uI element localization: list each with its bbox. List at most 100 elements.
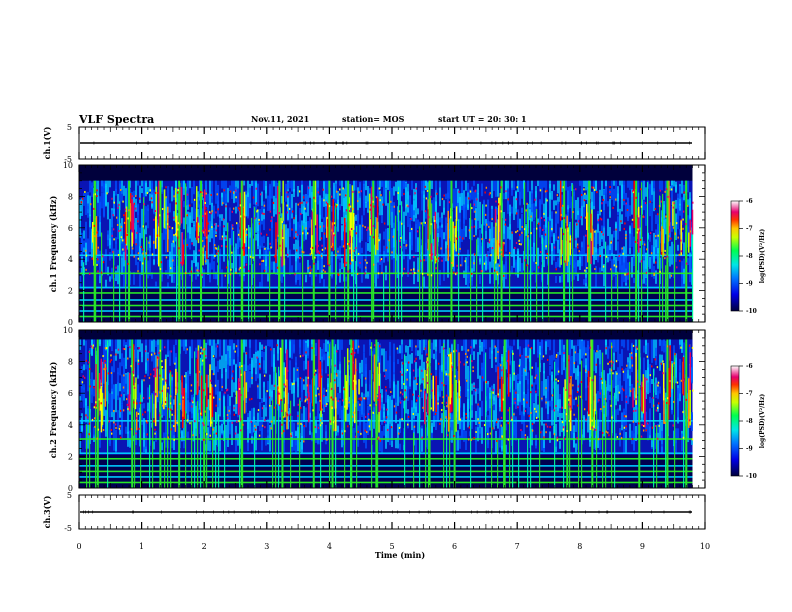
spectrogram-cell <box>647 423 649 441</box>
spectrogram-hot-pixel <box>441 259 443 262</box>
spectrogram-cell <box>607 389 609 416</box>
spectrogram-cell <box>493 339 495 349</box>
spectrogram-burst <box>672 201 674 226</box>
spectrogram-cell <box>623 339 625 348</box>
spectrogram-cell <box>545 198 547 227</box>
spectrogram-cell <box>545 378 547 405</box>
spectrogram-hot-pixel <box>591 186 593 189</box>
spectrogram-cell <box>295 362 297 382</box>
spectrogram-hot-pixel <box>564 260 566 263</box>
spectrogram-hot-pixel <box>635 346 638 349</box>
spectrogram-cell <box>655 214 657 225</box>
spectrogram-hot-pixel <box>295 231 297 234</box>
spectrogram-hot-pixel <box>534 198 536 201</box>
spectrogram-cell <box>551 354 553 370</box>
spectrogram-cell <box>141 188 143 194</box>
spectrogram-cell <box>475 426 477 442</box>
spectrogram-cell <box>573 264 575 280</box>
spectrogram-cell <box>195 252 197 267</box>
spectrogram-cell <box>497 418 499 429</box>
spectrogram-cell <box>687 180 689 193</box>
spectrogram-cell <box>227 394 229 419</box>
spectrogram-cell <box>475 208 477 236</box>
spectrogram-cell <box>513 196 515 221</box>
spectrogram-sferic <box>509 253 511 322</box>
spectrogram-cell <box>537 247 539 266</box>
spectrogram-cell <box>621 180 623 199</box>
spectrogram-hot-pixel <box>207 222 209 225</box>
spectrogram-hot-pixel <box>342 187 344 190</box>
spectrogram-cell <box>435 339 437 347</box>
spectrogram-hot-pixel <box>115 266 117 269</box>
spectrogram-cell <box>681 439 683 452</box>
spectrogram-cell <box>143 403 145 409</box>
spectrogram-cell <box>337 425 339 433</box>
spectrogram-cell <box>393 246 395 274</box>
spectrogram-hot-pixel <box>372 200 374 203</box>
spectrogram-burst <box>641 386 643 412</box>
spectrogram-cell <box>321 197 323 219</box>
spectrogram-cell <box>339 245 341 261</box>
spectrogram-burst <box>452 221 454 267</box>
spectrogram-hot-pixel <box>179 223 181 226</box>
spectrogram-cell <box>489 347 491 359</box>
spectrogram-cell <box>417 368 419 377</box>
spectrogram-hot-pixel <box>556 436 558 439</box>
spectrogram-burst <box>235 390 238 404</box>
spectrogram-cell <box>425 224 427 251</box>
spectrogram-cell <box>643 260 645 284</box>
spectrogram-cell <box>291 265 293 273</box>
spectrogram-hot-pixel <box>165 196 167 199</box>
spectrogram-hot-pixel <box>186 214 188 217</box>
spectrogram-burst <box>327 219 329 260</box>
spectrogram-hot-pixel <box>504 218 507 221</box>
spectrogram-cell <box>499 252 501 268</box>
spectrogram-hot-pixel <box>486 254 488 257</box>
spectrogram-cell <box>91 379 93 395</box>
spectrogram-cell <box>541 430 543 451</box>
spectrogram-hot-pixel <box>514 247 516 250</box>
spectrogram-sferic <box>251 217 253 322</box>
spectrogram-cell <box>363 352 365 377</box>
spectrogram-cell <box>305 274 307 283</box>
spectrogram-cell <box>599 439 601 451</box>
spectrogram-burst <box>450 352 453 398</box>
spectrogram-cell <box>555 435 557 447</box>
spectrogram-sferic <box>149 384 151 488</box>
spectrogram-hot-pixel <box>680 228 683 231</box>
spectrogram-cell <box>133 190 135 202</box>
spectrogram-cell <box>103 254 105 261</box>
spectrogram-cell <box>361 255 363 283</box>
spectrogram-hot-pixel <box>313 262 315 265</box>
spectrogram-cell <box>265 398 267 417</box>
spectrogram-cell <box>397 380 399 406</box>
spectrogram-cell <box>385 180 387 188</box>
spectrogram-cell <box>149 247 151 276</box>
spectrogram-burst <box>331 339 334 488</box>
spectrogram-hot-pixel <box>503 243 505 246</box>
spectrogram-cell <box>569 186 571 209</box>
spectrogram-hot-pixel <box>488 225 490 228</box>
spectrogram-burst <box>180 186 183 224</box>
spectrogram-cell <box>297 367 299 387</box>
spectrogram-cell <box>425 339 427 356</box>
spectrogram-cell <box>333 346 335 373</box>
spectrogram-cell <box>643 357 645 372</box>
spectrogram-cell <box>153 339 155 353</box>
spectrogram-cell <box>375 263 377 287</box>
spectrogram-cell <box>577 210 579 238</box>
spectrogram-hot-pixel <box>685 398 688 401</box>
spectrogram-cell <box>183 422 185 441</box>
spectrogram-cell <box>83 247 85 253</box>
spectrogram-cell <box>617 209 619 216</box>
spectrogram-hot-pixel <box>420 222 423 225</box>
spectrogram-cell <box>597 225 599 245</box>
spectrogram-cell <box>377 187 379 207</box>
spectrogram-hot-pixel <box>310 269 312 272</box>
spectrogram-cell <box>443 257 445 281</box>
spectrogram-burst <box>196 222 198 241</box>
spectrogram-cell <box>465 196 467 208</box>
spectrogram-hot-pixel <box>485 204 487 207</box>
spectrogram-burst <box>100 358 103 389</box>
spectrogram-hot-pixel <box>545 245 547 248</box>
